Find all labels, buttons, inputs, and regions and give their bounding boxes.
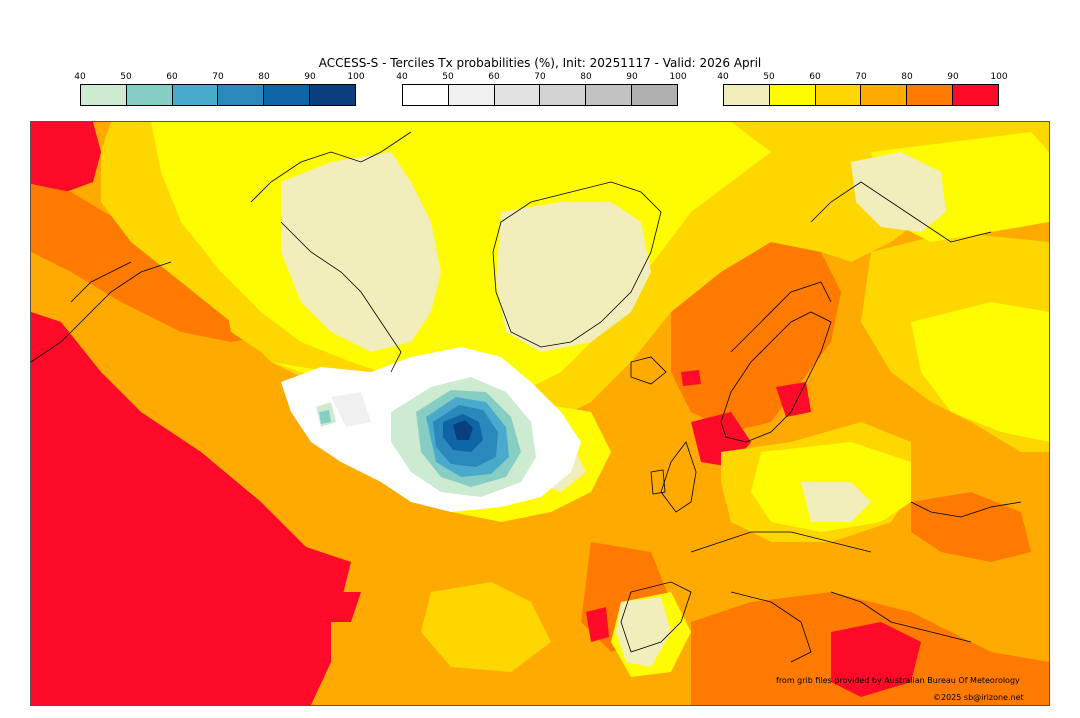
source-credit: from grib files provided by Australian B… (776, 676, 1020, 685)
map-region-red (321, 592, 361, 622)
colorbar-swatch (310, 85, 355, 105)
colorbar-swatch (264, 85, 311, 105)
tick-label: 90 (947, 72, 959, 82)
tick-label: 50 (120, 72, 132, 82)
tick-label: 60 (809, 72, 821, 82)
legend-ticks: 40 50 60 70 80 90 100 (717, 72, 1007, 84)
probability-map[interactable] (30, 121, 1050, 706)
tick-label: 50 (442, 72, 454, 82)
tick-label: 100 (669, 72, 687, 82)
map-region-below-50 (319, 410, 331, 424)
legend-above-normal: 40 50 60 70 80 90 100 (717, 72, 1008, 106)
colorbar-swatch (172, 85, 219, 105)
tick-label: 40 (717, 72, 729, 82)
tick-label: 90 (626, 72, 638, 82)
map-region-beige (801, 482, 871, 522)
colorbar-swatch (540, 85, 587, 105)
map-canvas (31, 122, 1049, 705)
colorbar-swatch (769, 85, 816, 105)
legend-ticks: 40 50 60 70 80 90 100 (396, 72, 686, 84)
colorbar-swatch (815, 85, 862, 105)
colorbar-swatch (724, 85, 770, 105)
map-region-red (31, 122, 101, 192)
tick-label: 40 (74, 72, 86, 82)
map-region-near-normal (331, 392, 371, 427)
map-region-red (291, 542, 351, 602)
map-region-gold (421, 582, 551, 672)
tick-label: 40 (396, 72, 408, 82)
colorbar (80, 84, 356, 106)
colorbar-swatch (907, 85, 954, 105)
map-region-below-90 (453, 420, 473, 440)
map-title: ACCESS-S - Terciles Tx probabilities (%)… (318, 56, 762, 70)
map-region-beige (281, 152, 441, 352)
colorbar-swatch (861, 85, 908, 105)
map-region-red (31, 312, 331, 705)
colorbar (723, 84, 999, 106)
colorbar-swatch (218, 85, 265, 105)
colorbar-swatch (632, 85, 677, 105)
map-region-beige (496, 202, 651, 352)
colorbar-swatch (494, 85, 541, 105)
colorbar-swatch (126, 85, 173, 105)
colorbar-swatch (448, 85, 495, 105)
tick-label: 70 (855, 72, 867, 82)
map-region-red (831, 622, 921, 697)
map-region-beige (851, 152, 946, 232)
colorbar-swatch (953, 85, 998, 105)
tick-label: 100 (990, 72, 1008, 82)
legend-below-normal: 40 50 60 70 80 90 100 (74, 72, 365, 106)
colorbar-swatch (81, 85, 127, 105)
map-region-yellow (911, 302, 1049, 442)
tick-label: 80 (258, 72, 270, 82)
tick-label: 70 (534, 72, 546, 82)
map-region-red (776, 382, 811, 417)
tick-label: 60 (166, 72, 178, 82)
map-region-red (681, 370, 701, 386)
tick-label: 70 (212, 72, 224, 82)
copyright-credit: ©2025 sb@irizone.net (933, 693, 1024, 702)
colorbar (402, 84, 678, 106)
coastlines (31, 131, 1022, 663)
legend-near-normal: 40 50 60 70 80 90 100 (396, 72, 687, 106)
tick-label: 80 (580, 72, 592, 82)
colorbar-swatch (403, 85, 449, 105)
tick-label: 50 (763, 72, 775, 82)
tick-label: 60 (488, 72, 500, 82)
tick-label: 90 (304, 72, 316, 82)
map-region-dark-orange (911, 492, 1031, 562)
tick-label: 100 (347, 72, 365, 82)
legend-ticks: 40 50 60 70 80 90 100 (74, 72, 364, 84)
tick-label: 80 (901, 72, 913, 82)
map-region-red (586, 607, 609, 642)
colorbar-swatch (586, 85, 633, 105)
